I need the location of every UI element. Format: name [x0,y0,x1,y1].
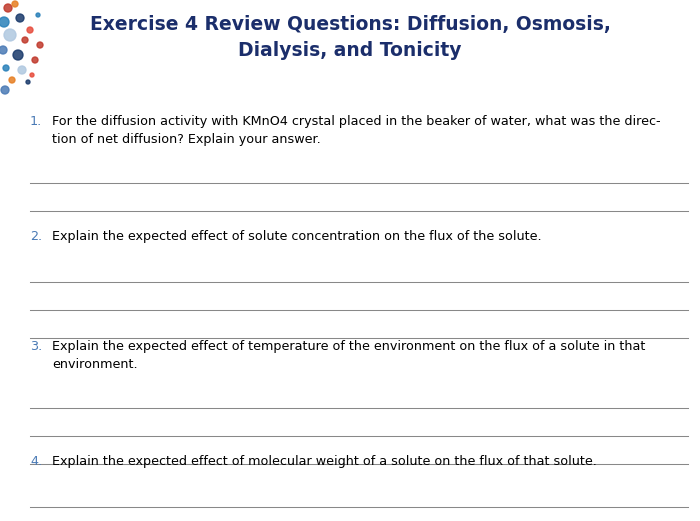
Text: Exercise 4 Review Questions: Diffusion, Osmosis,
Dialysis, and Tonicity: Exercise 4 Review Questions: Diffusion, … [90,15,610,60]
Circle shape [18,66,26,74]
Circle shape [36,13,40,17]
Text: 4.: 4. [30,455,42,468]
Circle shape [9,77,15,83]
Circle shape [3,65,9,71]
Circle shape [22,37,28,43]
Text: 1.: 1. [30,115,42,128]
Circle shape [37,42,43,48]
Circle shape [32,57,38,63]
Circle shape [13,50,23,60]
Circle shape [16,14,24,22]
Circle shape [27,27,33,33]
Text: Explain the expected effect of solute concentration on the flux of the solute.: Explain the expected effect of solute co… [52,230,542,243]
Text: Explain the expected effect of molecular weight of a solute on the flux of that : Explain the expected effect of molecular… [52,455,597,468]
Text: 2.: 2. [30,230,42,243]
Text: Explain the expected effect of temperature of the environment on the flux of a s: Explain the expected effect of temperatu… [52,340,645,371]
Text: 3.: 3. [30,340,42,353]
Circle shape [4,29,16,41]
Circle shape [0,46,7,54]
Circle shape [4,4,12,12]
Circle shape [0,17,9,27]
Circle shape [1,86,9,94]
Circle shape [30,73,34,77]
Circle shape [12,1,18,7]
Text: For the diffusion activity with KMnO4 crystal placed in the beaker of water, wha: For the diffusion activity with KMnO4 cr… [52,115,661,146]
Circle shape [26,80,30,84]
